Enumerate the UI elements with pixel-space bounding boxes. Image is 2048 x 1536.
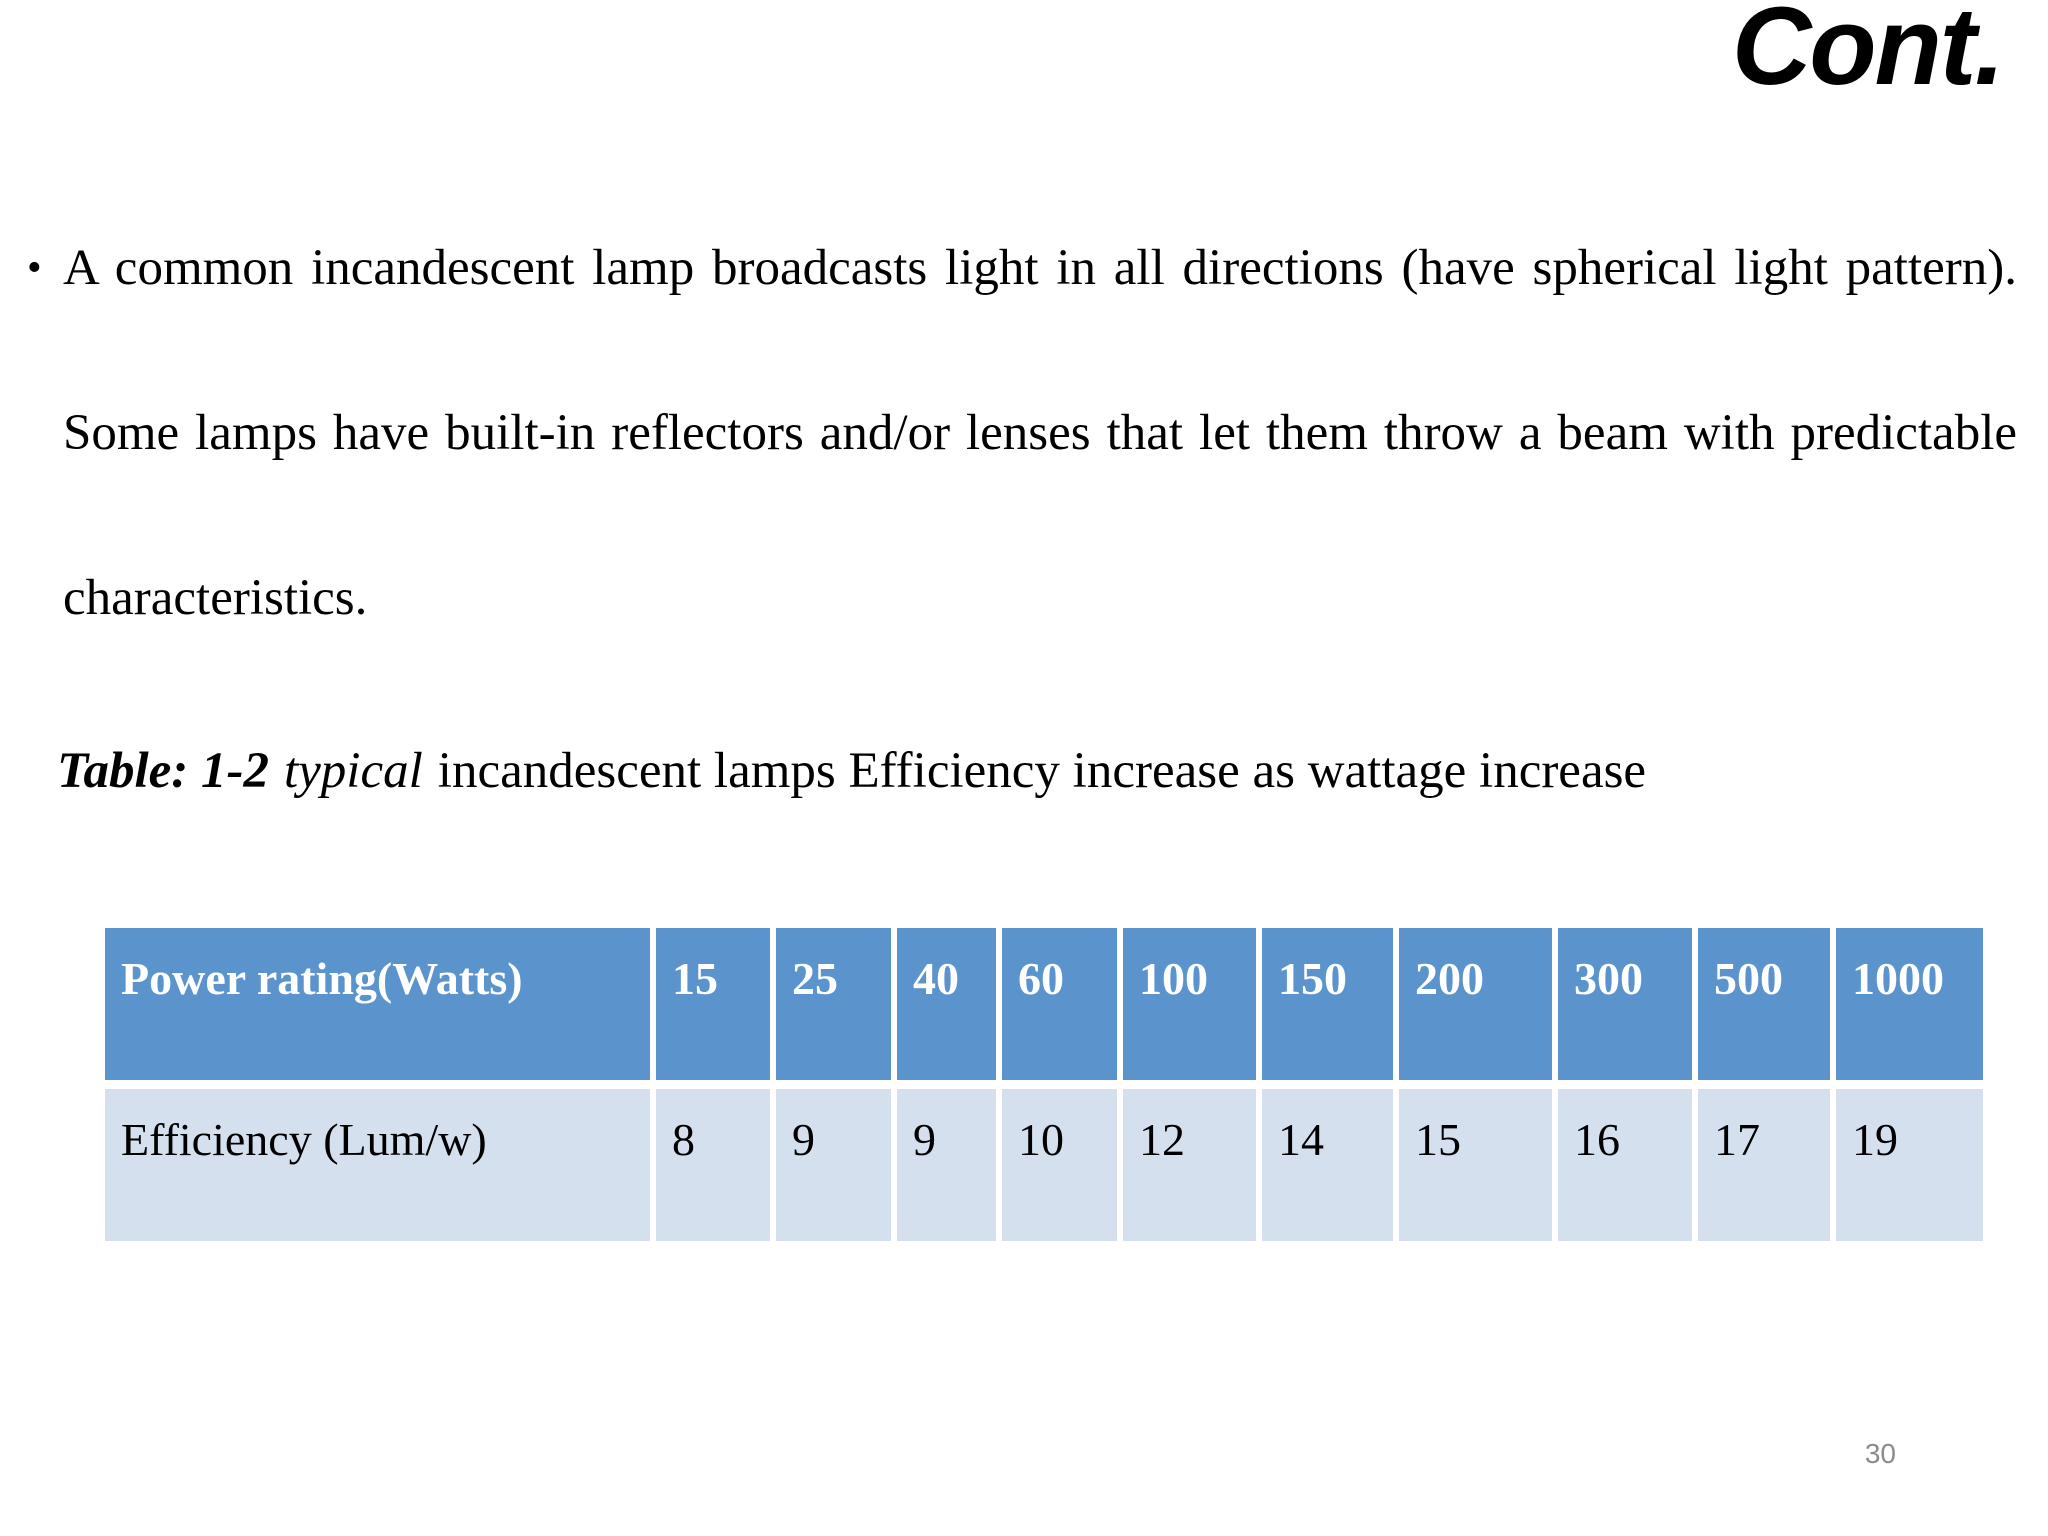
wattage-cell: 150 [1262, 928, 1393, 1080]
wattage-cell: 500 [1698, 928, 1830, 1080]
wattage-cell: 100 [1123, 928, 1256, 1080]
bullet-marker: • [27, 245, 42, 291]
caption-text: incandescent lamps Efficiency increase a… [437, 743, 1647, 799]
efficiency-cell: 8 [656, 1089, 770, 1241]
efficiency-cell: 9 [897, 1089, 996, 1241]
slide-title: Cont. [1731, 0, 2005, 108]
caption-emphasis: typical [284, 743, 423, 799]
caption-label: Table: 1-2 [57, 743, 269, 799]
wattage-cell: 15 [656, 928, 770, 1080]
bullet-text: A common incandescent lamp broadcasts li… [63, 240, 2017, 626]
efficiency-cell: 19 [1836, 1089, 1983, 1241]
wattage-cell: 200 [1399, 928, 1552, 1080]
efficiency-cell: 16 [1558, 1089, 1692, 1241]
table-data-row: Efficiency (Lum/w) 8 9 9 10 12 14 15 16 … [105, 1089, 1983, 1241]
table-header-row: Power rating(Watts) 15 25 40 60 100 150 … [105, 928, 1983, 1080]
wattage-cell: 25 [776, 928, 891, 1080]
efficiency-cell: 9 [776, 1089, 891, 1241]
lamp-efficiency-table: Power rating(Watts) 15 25 40 60 100 150 … [99, 919, 1989, 1250]
header-label-cell: Power rating(Watts) [105, 928, 650, 1080]
efficiency-cell: 15 [1399, 1089, 1552, 1241]
wattage-cell: 300 [1558, 928, 1692, 1080]
wattage-cell: 40 [897, 928, 996, 1080]
row-label-cell: Efficiency (Lum/w) [105, 1089, 650, 1241]
table-caption: Table: 1-2 typical incandescent lamps Effi… [57, 740, 1646, 804]
efficiency-cell: 10 [1002, 1089, 1117, 1241]
page-number: 30 [1864, 1438, 1896, 1469]
wattage-cell: 1000 [1836, 928, 1983, 1080]
efficiency-cell: 17 [1698, 1089, 1830, 1241]
efficiency-cell: 14 [1262, 1089, 1393, 1241]
wattage-cell: 60 [1002, 928, 1117, 1080]
bullet-paragraph: • A common incandescent lamp broadcasts l… [25, 186, 2017, 681]
efficiency-cell: 12 [1123, 1089, 1256, 1241]
